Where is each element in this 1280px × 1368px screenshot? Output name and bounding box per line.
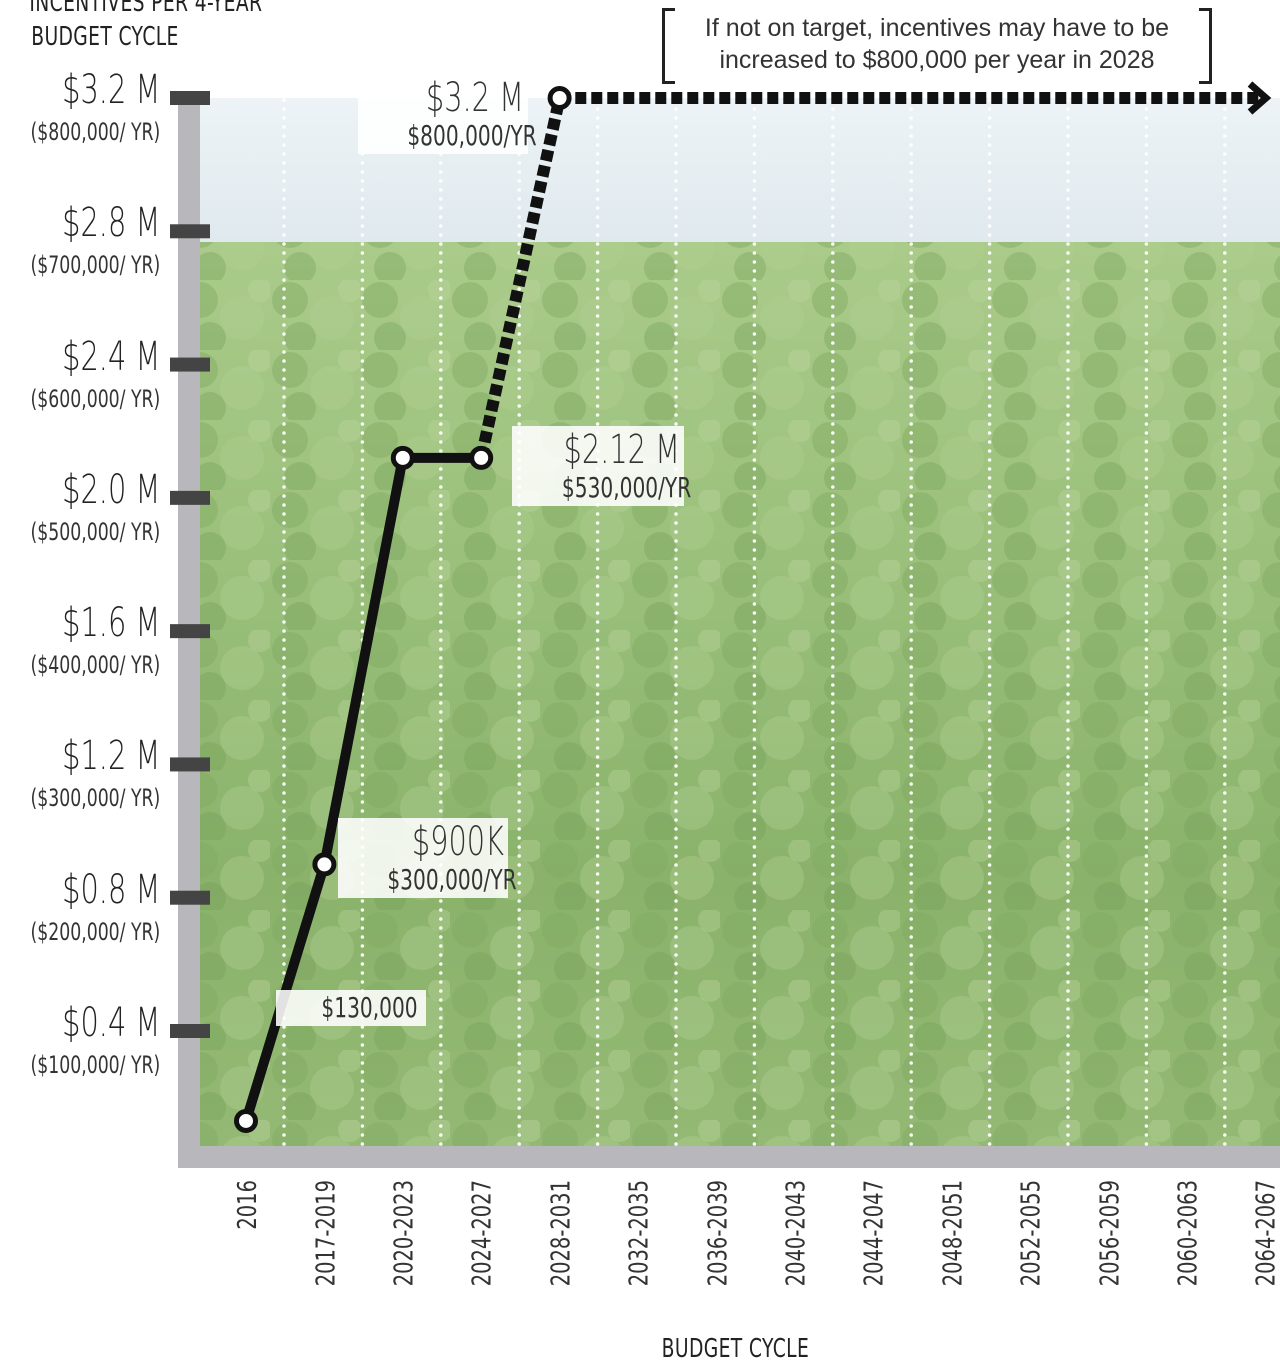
annotation-2017-2019-sub: $300,000/YR bbox=[387, 863, 517, 896]
x-tick-text: 2064-2067 bbox=[1252, 1180, 1280, 1287]
y-tick-mark-1.6 bbox=[170, 624, 210, 639]
y-tick-mark-3.2 bbox=[170, 91, 210, 105]
x-tick-text: 2017-2019 bbox=[311, 1180, 342, 1287]
note-bracket-left bbox=[662, 8, 675, 84]
annotation-2024-2027-sub: $530,000/YR bbox=[561, 471, 692, 504]
y-tick-sublabel: ($500,000/ YR) bbox=[30, 517, 160, 546]
axes bbox=[170, 91, 1280, 1168]
data-point-2024-2027 bbox=[469, 445, 494, 470]
x-axis-title: BUDGET CYCLE bbox=[0, 1334, 1280, 1364]
data-points bbox=[234, 86, 572, 1133]
y-tick-mark-2.4 bbox=[170, 357, 210, 372]
data-point-2017-2019 bbox=[312, 852, 337, 877]
y-tick-mark-2.8 bbox=[170, 224, 210, 239]
y-tick-sublabel: ($300,000/ YR) bbox=[30, 784, 160, 813]
note-line-2: increased to $800,000 per year in 2028 bbox=[719, 46, 1155, 74]
y-tick-mark-0.8 bbox=[170, 890, 210, 905]
note-text: If not on target, incentives may have to… bbox=[680, 12, 1194, 76]
x-tick-text: 2056-2059 bbox=[1095, 1180, 1126, 1287]
x-tick-text: 2060-2063 bbox=[1173, 1180, 1204, 1287]
x-tick-text: 2020-2023 bbox=[389, 1180, 420, 1287]
x-tick-text: 2032-2035 bbox=[625, 1180, 655, 1287]
y-tick-label: $2.8 M bbox=[61, 200, 160, 247]
y-tick-sublabel: ($700,000/ YR) bbox=[30, 251, 160, 280]
y-axis-title-line-1: INCENTIVES PER 4-YEAR bbox=[29, 0, 263, 18]
vertical-gridlines bbox=[282, 98, 1227, 1148]
x-axis-title-text: BUDGET CYCLE bbox=[661, 1334, 809, 1364]
note-line-1: If not on target, incentives may have to… bbox=[704, 14, 1170, 42]
annotation-2028-2031-main: $3.2 M bbox=[425, 75, 524, 121]
y-tick-sublabel: ($200,000/ YR) bbox=[30, 917, 160, 946]
x-tick-text: 2052-2055 bbox=[1017, 1180, 1047, 1287]
data-point-2016 bbox=[234, 1108, 258, 1133]
x-tick-text: 2036-2039 bbox=[703, 1180, 734, 1287]
y-tick-mark-0.4 bbox=[170, 1024, 210, 1038]
note-bracket-right bbox=[1199, 8, 1212, 84]
x-tick-text: 2024-2027 bbox=[468, 1180, 499, 1287]
x-tick-text: 2040-2043 bbox=[781, 1180, 812, 1287]
target-note: If not on target, incentives may have to… bbox=[662, 8, 1212, 84]
annotation-2016: $130,000 bbox=[276, 990, 426, 1026]
annotation-2017-2019-main: $900K bbox=[411, 819, 504, 865]
y-tick-label: $2.0 M bbox=[61, 466, 160, 513]
x-axis-line bbox=[178, 1146, 1280, 1168]
x-tick-text: 2028-2031 bbox=[546, 1180, 577, 1287]
y-tick-label: $0.4 M bbox=[61, 1000, 160, 1046]
y-tick-label: $2.4 M bbox=[61, 333, 160, 380]
y-axis-title-line-2: BUDGET CYCLE bbox=[31, 22, 179, 52]
y-tick-sublabel: ($400,000/ YR) bbox=[30, 651, 160, 680]
y-tick-mark-1.2 bbox=[170, 757, 210, 772]
annotation-2028-2031: $3.2 M $800,000/YR bbox=[358, 74, 537, 154]
annotation-2028-2031-sub: $800,000/YR bbox=[407, 119, 537, 152]
annotation-2024-2027: $2.12 M $530,000/YR bbox=[512, 426, 692, 506]
x-tick-text: 2016 bbox=[233, 1180, 263, 1230]
annotation-2024-2027-main: $2.12 M bbox=[563, 427, 680, 473]
y-tick-label: $0.8 M bbox=[61, 866, 160, 913]
y-tick-sublabel: ($600,000/ YR) bbox=[30, 384, 160, 413]
y-tick-mark-2 bbox=[170, 490, 210, 505]
y-axis-title: INCENTIVES PER 4-YEAR BUDGET CYCLE bbox=[29, 0, 263, 54]
y-tick-label: $1.6 M bbox=[61, 600, 160, 647]
annotation-2017-2019: $900K $300,000/YR bbox=[338, 818, 517, 898]
annotation-2016-value: $130,000 bbox=[321, 991, 418, 1024]
x-tick-text: 2044-2047 bbox=[860, 1180, 891, 1287]
y-tick-label: $3.2 M bbox=[61, 67, 160, 113]
y-tick-sublabel: ($100,000/ YR) bbox=[30, 1051, 160, 1079]
x-tick-text: 2048-2051 bbox=[938, 1180, 969, 1287]
data-point-2028-2031 bbox=[547, 86, 572, 110]
data-point-2020-2023 bbox=[390, 445, 415, 470]
y-tick-sublabel: ($800,000/ YR) bbox=[30, 118, 160, 146]
y-tick-label: $1.2 M bbox=[61, 733, 160, 780]
arrow-head bbox=[1247, 81, 1272, 115]
